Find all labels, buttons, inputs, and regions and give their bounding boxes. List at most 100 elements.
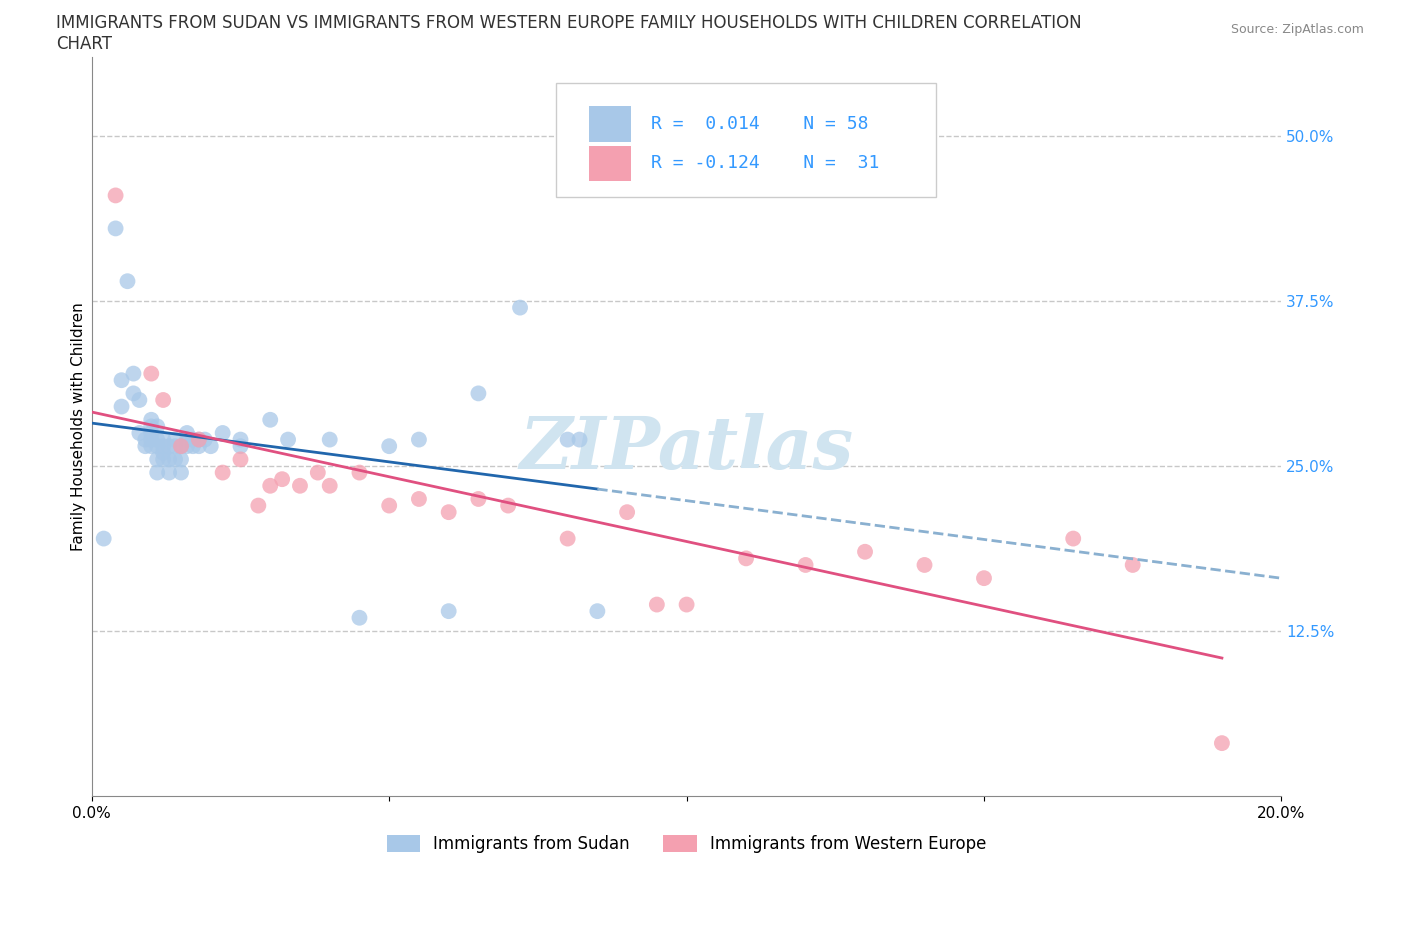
Point xyxy=(277,432,299,447)
Text: CHART: CHART xyxy=(56,35,112,53)
Point xyxy=(645,597,668,612)
Point xyxy=(128,392,150,407)
Point xyxy=(165,439,187,454)
FancyBboxPatch shape xyxy=(589,145,631,181)
Point xyxy=(794,557,817,572)
Point xyxy=(157,465,180,480)
Point xyxy=(496,498,519,513)
Point xyxy=(146,432,169,447)
Point xyxy=(557,432,579,447)
Point xyxy=(853,544,876,559)
Point xyxy=(104,188,127,203)
Point xyxy=(187,439,209,454)
Point xyxy=(157,439,180,454)
Point xyxy=(152,445,174,460)
Point xyxy=(349,610,371,625)
Point xyxy=(170,465,193,480)
Point xyxy=(307,465,329,480)
Point xyxy=(110,373,132,388)
Point xyxy=(319,432,342,447)
Text: R =  0.014    N = 58: R = 0.014 N = 58 xyxy=(651,115,869,133)
Point xyxy=(1211,736,1233,751)
Point xyxy=(467,492,489,507)
Point xyxy=(675,597,697,612)
Point xyxy=(141,418,163,433)
Point xyxy=(229,452,252,467)
Point xyxy=(165,452,187,467)
Point xyxy=(117,273,139,288)
Point xyxy=(152,452,174,467)
Point xyxy=(93,531,115,546)
Point xyxy=(128,426,150,441)
Point xyxy=(247,498,270,513)
Point xyxy=(557,531,579,546)
Point xyxy=(467,386,489,401)
Point xyxy=(141,366,163,381)
Point xyxy=(146,418,169,433)
Point xyxy=(616,505,638,520)
Point xyxy=(1062,531,1084,546)
Point xyxy=(122,366,145,381)
Point xyxy=(181,439,204,454)
Point xyxy=(568,432,591,447)
Point xyxy=(271,472,294,486)
Y-axis label: Family Households with Children: Family Households with Children xyxy=(72,302,86,551)
Point xyxy=(509,300,531,315)
Point xyxy=(170,439,193,454)
FancyBboxPatch shape xyxy=(589,106,631,142)
Point xyxy=(176,426,198,441)
Text: Source: ZipAtlas.com: Source: ZipAtlas.com xyxy=(1230,23,1364,36)
Point xyxy=(157,452,180,467)
Point xyxy=(170,439,193,454)
Point xyxy=(735,551,758,565)
Point xyxy=(211,465,233,480)
Point xyxy=(176,432,198,447)
Point xyxy=(437,505,460,520)
Point xyxy=(104,221,127,236)
Point xyxy=(146,452,169,467)
Point xyxy=(211,426,233,441)
Point xyxy=(408,492,430,507)
Point xyxy=(259,478,281,493)
Legend: Immigrants from Sudan, Immigrants from Western Europe: Immigrants from Sudan, Immigrants from W… xyxy=(378,827,995,861)
Point xyxy=(408,432,430,447)
Point xyxy=(187,432,209,447)
Point xyxy=(288,478,311,493)
Point xyxy=(122,386,145,401)
Point xyxy=(319,478,342,493)
Point xyxy=(146,439,169,454)
Point xyxy=(134,439,156,454)
Point xyxy=(152,392,174,407)
Text: IMMIGRANTS FROM SUDAN VS IMMIGRANTS FROM WESTERN EUROPE FAMILY HOUSEHOLDS WITH C: IMMIGRANTS FROM SUDAN VS IMMIGRANTS FROM… xyxy=(56,14,1081,32)
Point xyxy=(914,557,936,572)
Point xyxy=(349,465,371,480)
Point xyxy=(378,498,401,513)
Point xyxy=(194,432,217,447)
Point xyxy=(176,439,198,454)
Point xyxy=(141,412,163,427)
Point xyxy=(200,439,222,454)
Point xyxy=(1122,557,1144,572)
FancyBboxPatch shape xyxy=(555,83,936,197)
Point xyxy=(110,399,132,414)
Point xyxy=(152,432,174,447)
Point xyxy=(437,604,460,618)
Point xyxy=(586,604,609,618)
Point xyxy=(259,412,281,427)
Point xyxy=(165,432,187,447)
Point xyxy=(134,432,156,447)
Point xyxy=(973,571,995,586)
Point xyxy=(181,432,204,447)
Point xyxy=(378,439,401,454)
Point xyxy=(141,426,163,441)
Point xyxy=(152,439,174,454)
Point xyxy=(146,465,169,480)
Point xyxy=(229,432,252,447)
Point xyxy=(141,432,163,447)
Point xyxy=(229,439,252,454)
Text: R = -0.124    N =  31: R = -0.124 N = 31 xyxy=(651,154,879,172)
Point xyxy=(187,432,209,447)
Point xyxy=(141,439,163,454)
Text: ZIPatlas: ZIPatlas xyxy=(520,413,853,484)
Point xyxy=(170,452,193,467)
